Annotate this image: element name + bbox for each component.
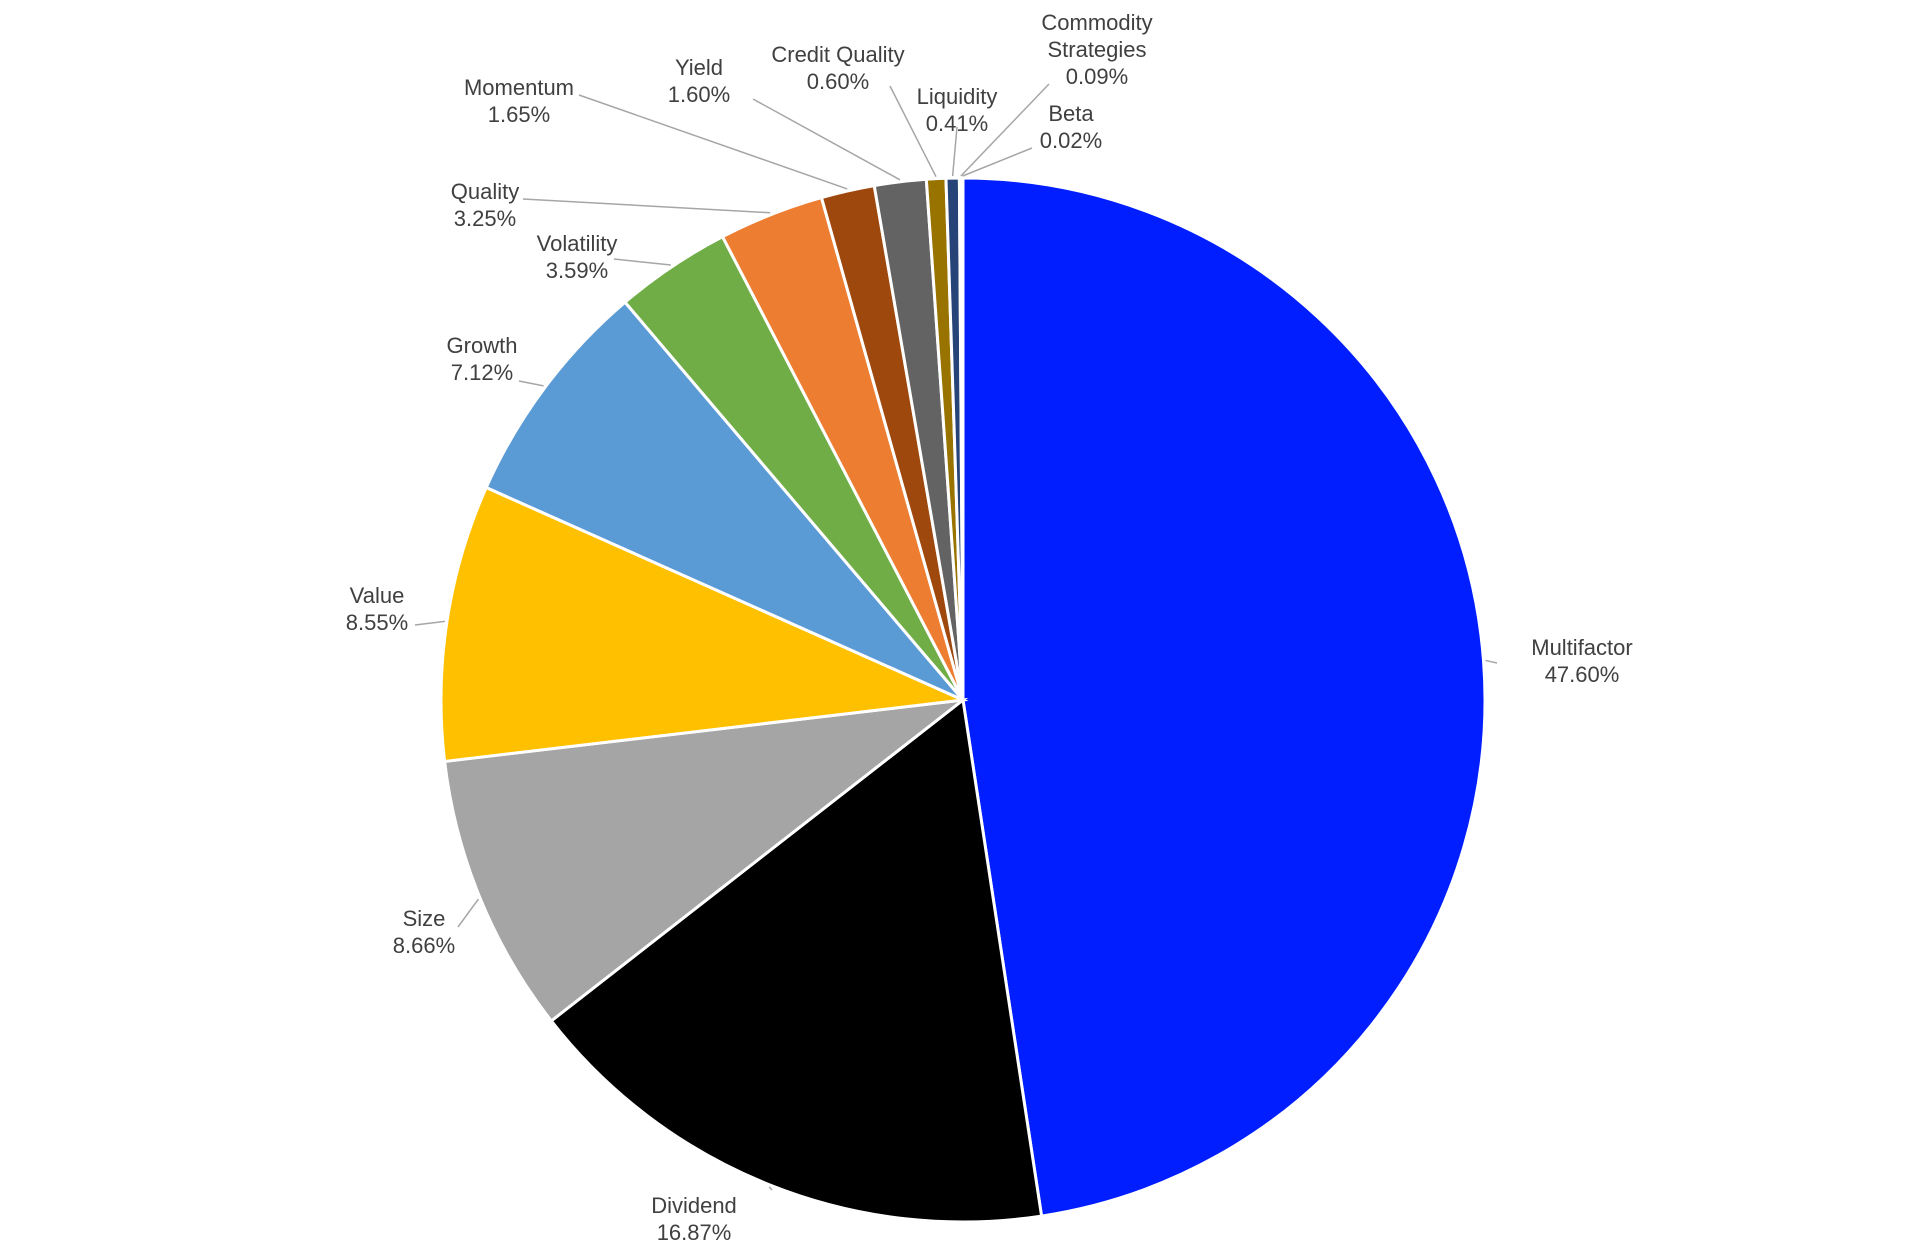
data-label-name: Strategies	[1047, 37, 1146, 62]
data-label-name: Momentum	[464, 75, 574, 100]
data-label-momentum: Momentum 1.65%	[464, 75, 574, 127]
slices-layer	[439, 176, 1487, 1224]
pie-slice-beta	[960, 176, 965, 701]
data-label-multifactor: Multifactor 47.60%	[1531, 635, 1632, 687]
pie-slice-multifactor	[961, 176, 1487, 1218]
labels-layer: Multifactor 47.60% Dividend 16.87% Size 8.66%…	[346, 10, 1633, 1243]
data-label-size: Size 8.66%	[393, 906, 455, 958]
data-label-name: Quality	[451, 179, 519, 204]
leader-line-volatility	[613, 258, 671, 266]
data-label-name: Multifactor	[1531, 635, 1632, 660]
data-label-credit-quality: Credit Quality 0.60%	[771, 42, 904, 94]
leader-line-multifactor	[1485, 659, 1498, 664]
data-label-liquidity: Liquidity 0.41%	[917, 84, 998, 136]
leader-line-credit-quality	[889, 85, 937, 178]
leader-line-quality	[522, 198, 771, 214]
leader-line-value	[414, 620, 446, 626]
data-label-quality: Quality 3.25%	[451, 179, 519, 231]
data-label-percent: 3.59%	[546, 258, 608, 283]
data-label-percent: 0.41%	[926, 111, 988, 136]
pie-slice-value	[439, 485, 969, 764]
leader-line-commodity-strategies	[960, 83, 1050, 177]
leader-line-liquidity	[951, 126, 958, 177]
data-label-percent: 7.12%	[451, 360, 513, 385]
data-label-percent: 0.02%	[1040, 128, 1102, 153]
pie-slice-size	[442, 697, 969, 1023]
leader-line-beta	[962, 147, 1033, 177]
data-label-percent: 0.09%	[1066, 64, 1128, 89]
data-label-beta: Beta 0.02%	[1040, 101, 1102, 153]
data-label-commodity-strategies: Commodity Strategies 0.09%	[1041, 10, 1152, 89]
data-label-percent: 1.60%	[668, 82, 730, 107]
data-label-value: Value 8.55%	[346, 583, 408, 635]
data-label-name: Credit Quality	[771, 42, 904, 67]
pie-slice-dividend	[549, 697, 1044, 1224]
data-label-name: Size	[403, 906, 446, 931]
data-label-name: Liquidity	[917, 84, 998, 109]
data-label-name: Yield	[675, 55, 723, 80]
data-label-volatility: Volatility 3.59%	[537, 231, 618, 283]
data-label-name: Commodity	[1041, 10, 1152, 35]
data-label-percent: 3.25%	[454, 206, 516, 231]
data-label-yield: Yield 1.60%	[668, 55, 730, 107]
leader-line-dividend	[768, 1186, 773, 1191]
data-label-dividend: Dividend 16.87%	[651, 1193, 737, 1243]
leader-line-momentum	[578, 94, 848, 190]
data-label-name: Dividend	[651, 1193, 737, 1218]
leader-line-growth	[518, 380, 544, 387]
data-label-percent: 1.65%	[488, 102, 550, 127]
leader-line-yield	[752, 98, 901, 181]
pie-slice-growth	[484, 300, 965, 702]
data-label-name: Growth	[447, 333, 518, 358]
data-label-percent: 16.87%	[657, 1220, 732, 1243]
leader-lines-layer	[414, 83, 1498, 1191]
data-label-percent: 8.55%	[346, 610, 408, 635]
data-label-name: Volatility	[537, 231, 618, 256]
data-label-growth: Growth 7.12%	[447, 333, 518, 385]
data-label-percent: 8.66%	[393, 933, 455, 958]
data-label-percent: 0.60%	[807, 69, 869, 94]
data-label-percent: 47.60%	[1545, 662, 1620, 687]
data-label-name: Value	[350, 583, 405, 608]
leader-line-size	[457, 898, 479, 928]
data-label-name: Beta	[1048, 101, 1094, 126]
